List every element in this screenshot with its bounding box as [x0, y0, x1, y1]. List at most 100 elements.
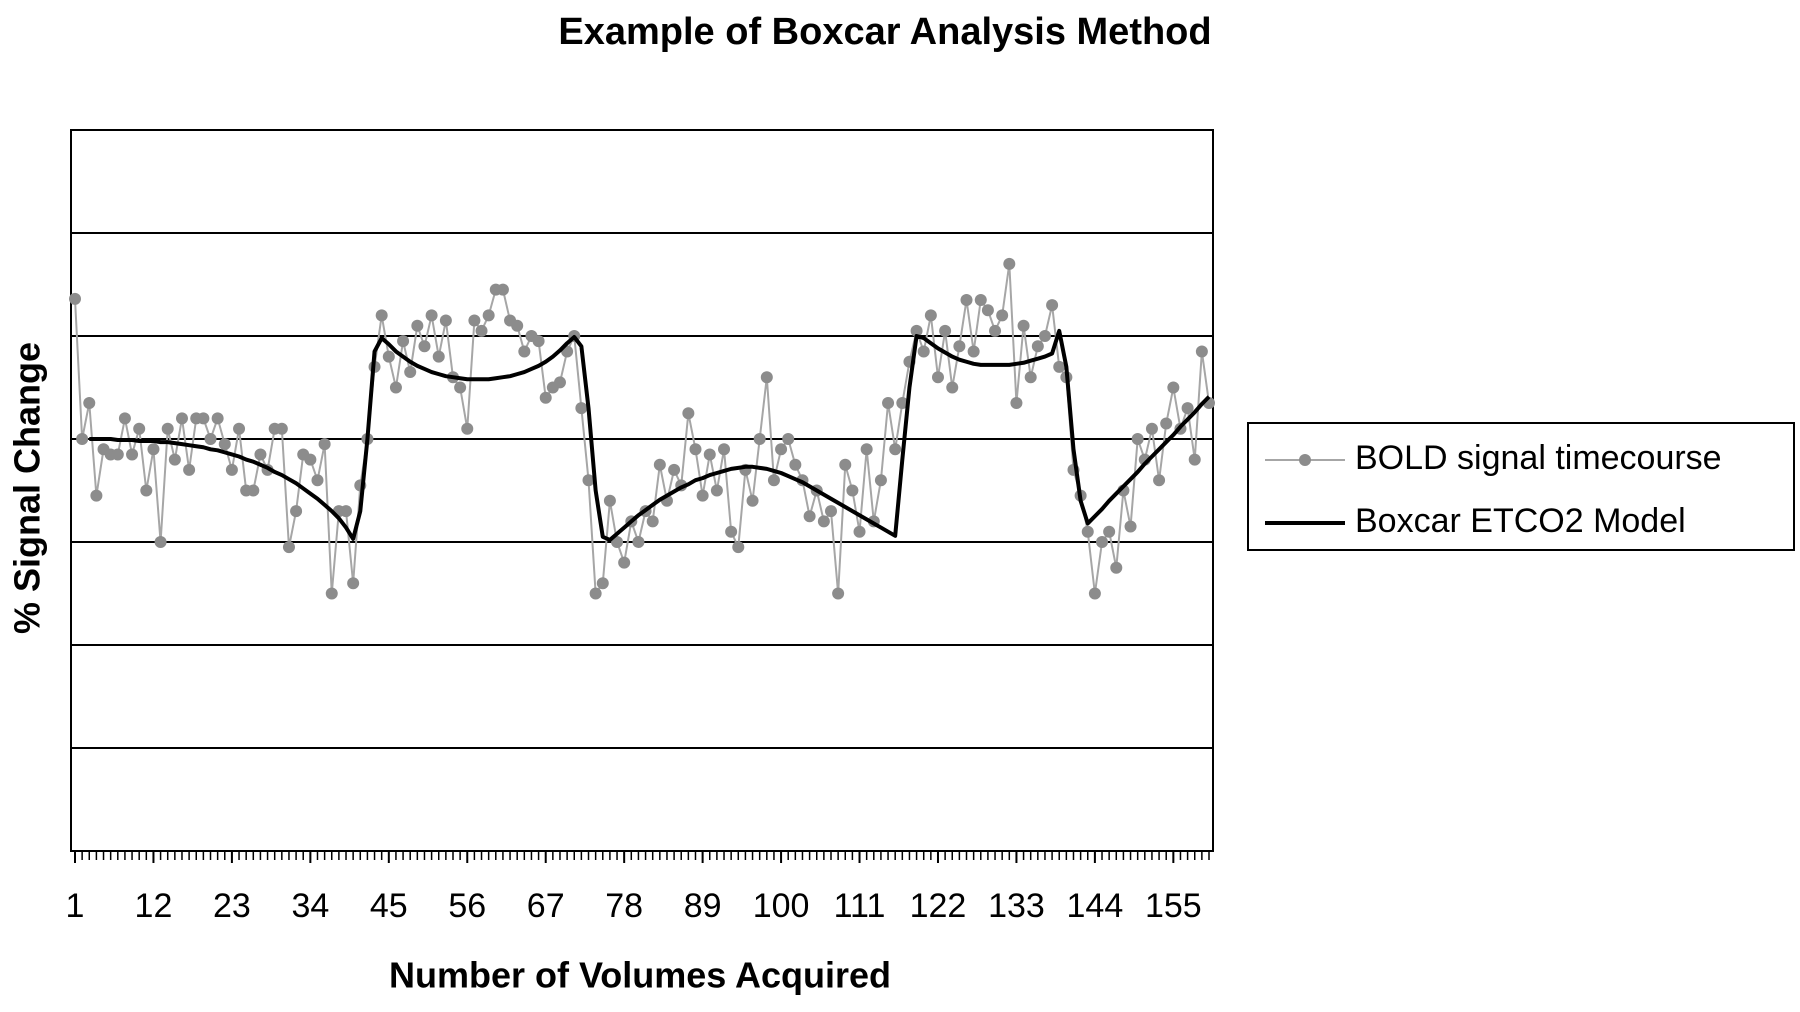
data-point — [653, 458, 666, 471]
x-tick-label: 133 — [988, 887, 1045, 925]
x-tick-label: 12 — [135, 887, 173, 925]
data-point — [1010, 396, 1023, 409]
data-point — [183, 463, 196, 476]
data-point — [682, 407, 695, 420]
data-point — [211, 412, 224, 425]
data-point — [247, 484, 260, 497]
x-tick-label: 122 — [910, 887, 967, 925]
data-point — [468, 314, 481, 327]
x-tick-label: 155 — [1145, 887, 1202, 925]
data-point — [432, 350, 445, 363]
data-point — [1096, 536, 1109, 548]
data-point — [1167, 381, 1180, 394]
data-point — [161, 422, 174, 435]
data-point — [418, 340, 431, 353]
data-point — [853, 525, 866, 538]
data-point — [725, 525, 738, 538]
data-point — [1145, 422, 1158, 435]
data-point — [974, 293, 987, 306]
data-point — [1110, 561, 1123, 574]
data-point — [889, 443, 902, 456]
data-point — [126, 448, 139, 461]
data-point — [197, 412, 210, 425]
data-point — [825, 505, 837, 518]
data-point — [703, 448, 716, 461]
data-point — [646, 515, 659, 528]
data-point — [1053, 360, 1066, 373]
data-point — [789, 458, 802, 471]
data-point — [496, 283, 509, 296]
data-point — [389, 381, 402, 394]
data-point — [981, 304, 994, 317]
data-point — [233, 422, 246, 435]
data-point — [1181, 402, 1194, 415]
data-point — [874, 474, 887, 487]
data-point — [532, 335, 545, 348]
data-point — [939, 324, 952, 337]
data-point — [1017, 319, 1030, 332]
data-point — [953, 340, 966, 353]
data-point — [218, 438, 231, 451]
data-point — [482, 309, 495, 322]
data-point — [1003, 257, 1016, 270]
data-point — [454, 381, 467, 394]
data-point — [596, 577, 609, 590]
data-point — [461, 422, 474, 435]
data-point — [582, 474, 595, 487]
data-point — [832, 587, 845, 600]
data-point — [989, 324, 1002, 337]
data-point — [746, 494, 759, 507]
data-point — [1124, 520, 1137, 533]
x-tick-label: 67 — [527, 887, 565, 925]
data-point — [882, 396, 895, 409]
data-point — [632, 536, 645, 548]
data-point — [1024, 371, 1037, 384]
data-point — [839, 458, 852, 471]
data-point — [304, 453, 317, 466]
data-point — [76, 433, 89, 445]
data-point — [425, 309, 438, 322]
legend-marker — [1299, 454, 1311, 466]
data-point — [1195, 345, 1208, 358]
data-point — [575, 402, 588, 415]
data-point — [1046, 299, 1059, 312]
data-point — [382, 350, 395, 363]
x-tick-label: 34 — [291, 887, 329, 925]
data-point — [910, 324, 923, 337]
data-point — [411, 319, 424, 332]
x-tick-label: 111 — [834, 887, 886, 925]
data-point — [1153, 474, 1166, 487]
data-point — [931, 371, 944, 384]
data-point — [732, 541, 745, 554]
data-point — [753, 433, 766, 445]
data-point — [1038, 330, 1051, 342]
data-point — [1031, 340, 1044, 353]
chart-title: Example of Boxcar Analysis Method — [558, 11, 1211, 53]
data-point — [111, 448, 124, 461]
legend-box — [1247, 422, 1795, 551]
x-tick-label: 78 — [605, 887, 643, 925]
legend-label: BOLD signal timecourse — [1355, 439, 1722, 477]
data-point — [154, 536, 167, 548]
data-point — [689, 443, 702, 456]
x-tick-label: 45 — [370, 887, 408, 925]
data-point — [225, 463, 238, 476]
x-tick-label: 1 — [66, 887, 85, 925]
y-axis-title: % Signal Change — [7, 342, 48, 634]
data-point — [775, 443, 788, 456]
data-point — [375, 309, 388, 322]
data-point — [960, 293, 973, 306]
data-point — [69, 292, 81, 305]
data-point — [967, 345, 980, 358]
data-point — [340, 505, 353, 518]
data-point — [275, 422, 288, 435]
data-point — [175, 412, 188, 425]
data-point — [254, 448, 267, 461]
data-point — [83, 396, 96, 409]
data-point — [896, 396, 909, 409]
x-axis-title: Number of Volumes Acquired — [389, 955, 891, 996]
data-point — [603, 494, 616, 507]
data-point — [204, 433, 217, 445]
data-point — [1103, 525, 1116, 538]
